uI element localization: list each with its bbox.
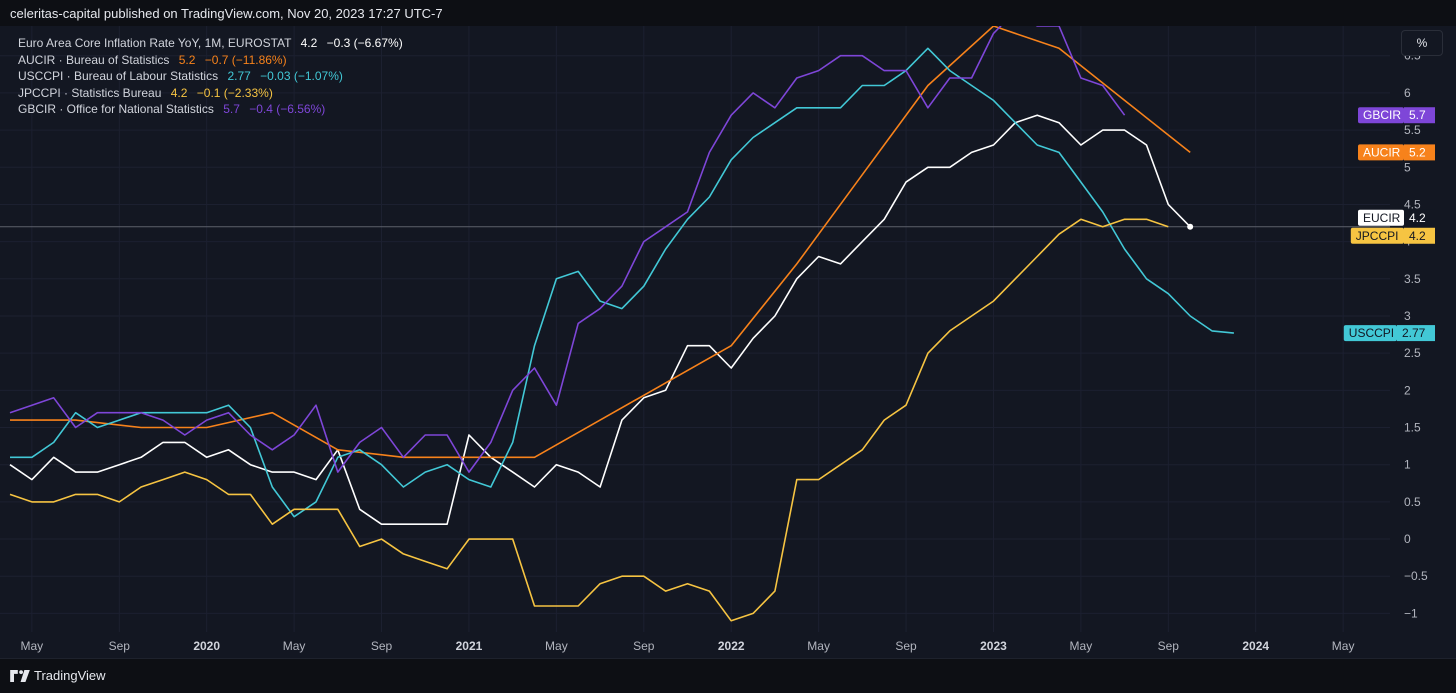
series-last-point <box>1187 223 1194 230</box>
y-tick-label: −1 <box>1404 606 1418 620</box>
y-tick-label: −0.5 <box>1404 569 1428 583</box>
badge-value: 5.7 <box>1409 108 1426 122</box>
y-tick-label: 5.5 <box>1404 123 1421 137</box>
legend-change: −0.4 (−6.56%) <box>249 102 326 116</box>
y-tick-label: 2 <box>1404 383 1411 397</box>
badge-label: EUCIR <box>1363 211 1401 225</box>
y-tick-label: 3 <box>1404 309 1411 323</box>
badge-label-bg <box>1350 227 1404 244</box>
badge-label: AUCIR <box>1363 145 1401 159</box>
legend-name: GBCIR · Office for National Statistics <box>18 102 214 116</box>
legend-change: −0.1 (−2.33%) <box>196 85 273 100</box>
badge-label-bg <box>1358 209 1404 226</box>
legend-name: USCCPI · Bureau of Labour Statistics <box>18 69 219 83</box>
series-line-jpccpi[interactable] <box>9 218 1169 622</box>
legend-value: 2.77 <box>227 69 251 83</box>
badge-value-bg <box>1404 107 1435 124</box>
series-line-eucir[interactable] <box>9 114 1191 526</box>
percent-scale-button[interactable]: % <box>1401 30 1443 56</box>
x-tick-label: May <box>1070 639 1093 653</box>
y-tick-label: 3.5 <box>1404 272 1421 286</box>
badge-value-bg <box>1404 209 1435 226</box>
publisher-text: celeritas-capital published on TradingVi… <box>10 6 443 21</box>
x-tick-label: 2023 <box>980 639 1007 653</box>
price-badge-aucir[interactable]: AUCIR 5.2 <box>1358 144 1435 161</box>
legend-name: JPCCPI · Statistics Bureau <box>18 85 162 100</box>
series-line-gbcir[interactable] <box>9 26 1126 473</box>
legend-change: −0.3 (−6.67%) <box>326 36 403 50</box>
badge-label: GBCIR <box>1363 108 1401 122</box>
x-tick-label: Sep <box>633 639 655 653</box>
tradingview-brand[interactable]: TradingView <box>10 668 106 683</box>
legend-value: 5.7 <box>223 102 240 116</box>
inflation-line-chart[interactable]: −1−0.500.511.522.533.544.555.566.5MaySep… <box>0 26 1456 658</box>
legend-value: 5.2 <box>178 52 196 67</box>
badge-value: 2.77 <box>1402 326 1426 340</box>
x-tick-label: Sep <box>895 639 917 653</box>
badge-label-bg <box>1358 144 1404 161</box>
price-badge-usccpi[interactable]: USCCPI 2.77 <box>1343 325 1435 342</box>
legend-row-gbcir[interactable]: GBCIR · Office for National Statistics 5… <box>18 101 403 118</box>
x-tick-label: 2021 <box>456 639 483 653</box>
y-tick-label: 6 <box>1404 86 1411 100</box>
x-tick-label: May <box>807 639 830 653</box>
x-tick-label: Sep <box>371 639 393 653</box>
chart-legend: Euro Area Core Inflation Rate YoY, 1M, E… <box>18 35 403 118</box>
legend-name: AUCIR · Bureau of Statistics <box>18 52 170 67</box>
badge-value-bg <box>1404 144 1435 161</box>
legend-change: −0.03 (−1.07%) <box>260 69 343 83</box>
badge-label-bg <box>1343 325 1397 342</box>
price-badge-gbcir[interactable]: GBCIR 5.7 <box>1358 107 1435 124</box>
footer: TradingView <box>0 658 1456 693</box>
x-tick-label: May <box>545 639 568 653</box>
y-tick-label: 0.5 <box>1404 495 1421 509</box>
y-tick-label: 0 <box>1404 532 1411 546</box>
y-tick-label: 4.5 <box>1404 197 1421 211</box>
x-tick-label: 2024 <box>1242 639 1269 653</box>
badge-value-bg <box>1404 227 1435 244</box>
y-tick-label: 2.5 <box>1404 346 1421 360</box>
x-tick-label: May <box>283 639 306 653</box>
badge-value: 4.2 <box>1409 229 1426 243</box>
y-tick-label: 5 <box>1404 160 1411 174</box>
tradingview-logo-icon <box>10 669 30 682</box>
publisher-header: celeritas-capital published on TradingVi… <box>0 0 1456 27</box>
x-tick-label: 2022 <box>718 639 745 653</box>
badge-label-bg <box>1358 107 1404 124</box>
badge-value: 4.2 <box>1409 211 1426 225</box>
legend-value: 4.2 <box>170 85 188 100</box>
legend-row-eucir[interactable]: Euro Area Core Inflation Rate YoY, 1M, E… <box>18 35 403 52</box>
legend-name: Euro Area Core Inflation Rate YoY, 1M, E… <box>18 36 292 50</box>
legend-value: 4.2 <box>300 36 318 50</box>
x-tick-label: 2020 <box>193 639 220 653</box>
x-tick-label: May <box>21 639 44 653</box>
badge-value: 5.2 <box>1409 145 1426 159</box>
y-tick-label: 1.5 <box>1404 421 1421 435</box>
series-line-usccpi[interactable] <box>10 47 1234 518</box>
brand-name: TradingView <box>34 668 106 683</box>
legend-row-jpccpi[interactable]: JPCCPI · Statistics Bureau 4.2 −0.1 (−2.… <box>18 85 403 102</box>
badge-label: JPCCPI <box>1356 229 1399 243</box>
badge-value-bg <box>1397 325 1435 342</box>
x-tick-label: May <box>1332 639 1355 653</box>
chart-area[interactable] <box>0 26 1456 658</box>
y-tick-label: 1 <box>1404 458 1411 472</box>
series-line-aucir[interactable] <box>10 26 1191 459</box>
x-tick-label: Sep <box>109 639 131 653</box>
legend-row-aucir[interactable]: AUCIR · Bureau of Statistics 5.2 −0.7 (−… <box>18 52 403 69</box>
price-badge-eucir[interactable]: EUCIR 4.2 <box>1358 209 1435 226</box>
grid <box>0 26 1390 632</box>
badge-label: USCCPI <box>1349 326 1394 340</box>
legend-row-usccpi[interactable]: USCCPI · Bureau of Labour Statistics 2.7… <box>18 68 403 85</box>
x-tick-label: Sep <box>1158 639 1180 653</box>
legend-change: −0.7 (−11.86%) <box>204 52 287 67</box>
price-badge-jpccpi[interactable]: JPCCPI 4.2 <box>1350 227 1435 244</box>
